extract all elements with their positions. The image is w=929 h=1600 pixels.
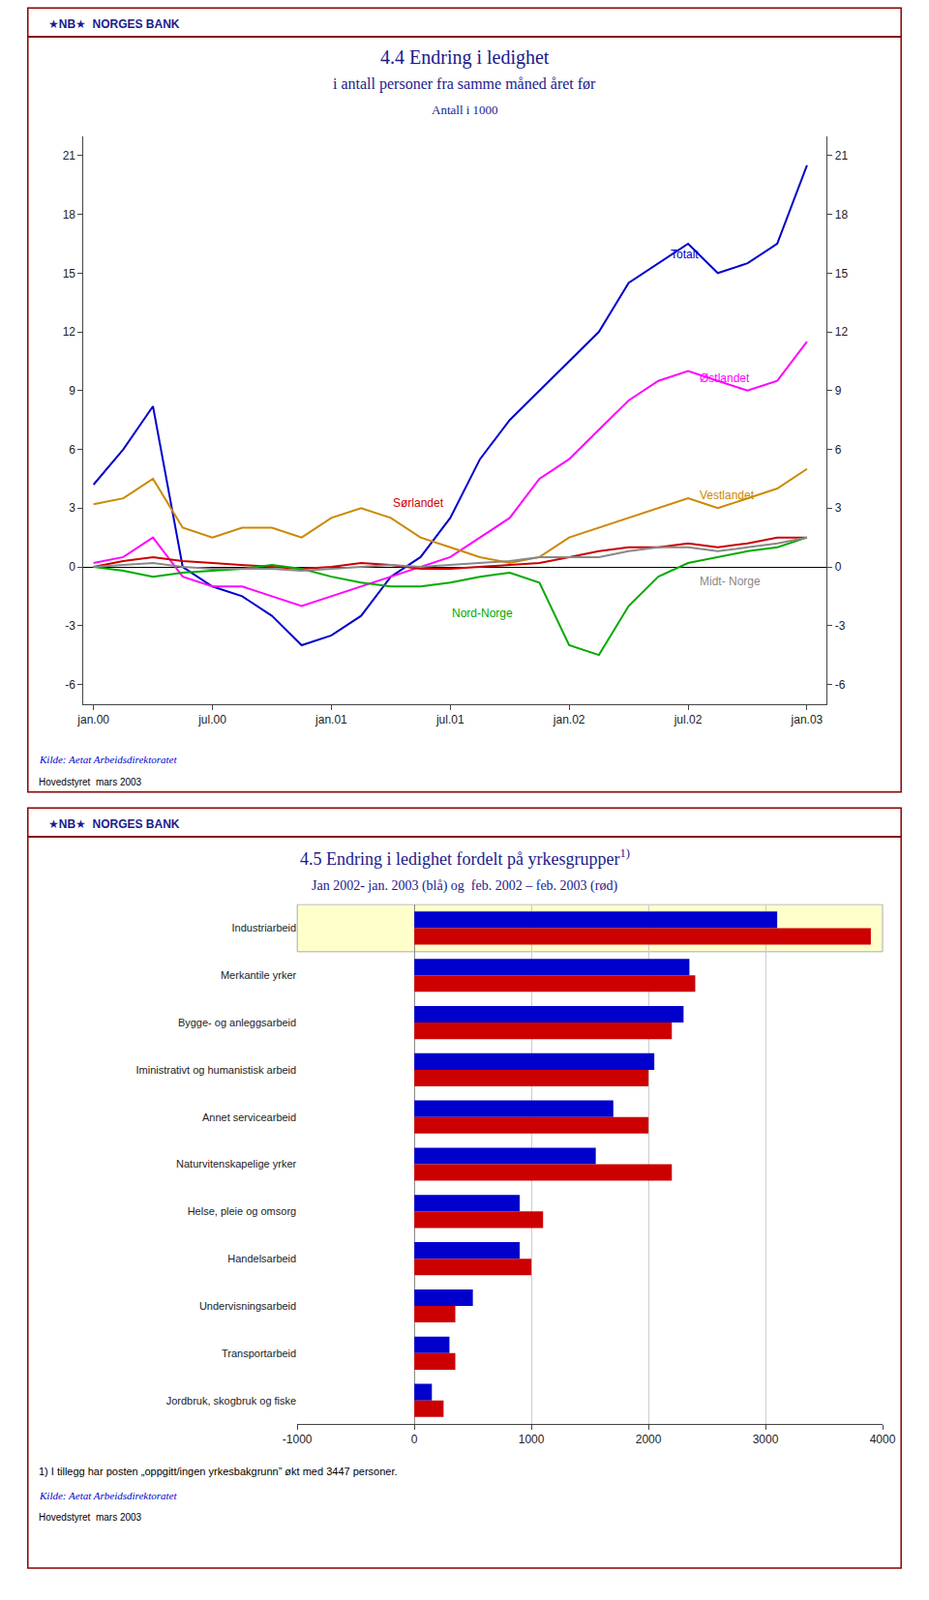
- svg-text:Kilde: Aetat Arbeidsdirektorat: Kilde: Aetat Arbeidsdirektoratet: [38, 1490, 178, 1502]
- svg-text:-3: -3: [835, 619, 846, 633]
- svg-text:6: 6: [835, 443, 842, 457]
- svg-text:3: 3: [68, 501, 76, 515]
- svg-text:Iministrativt og humanistisk a: Iministrativt og humanistisk arbeid: [136, 1064, 298, 1077]
- svg-text:18: 18: [835, 208, 849, 222]
- svg-text:Annet servicearbeid: Annet servicearbeid: [202, 1111, 297, 1124]
- svg-text:15: 15: [62, 267, 77, 281]
- svg-text:Sørlandet: Sørlandet: [392, 496, 445, 510]
- svg-text:Østlandet: Østlandet: [699, 371, 750, 386]
- svg-text:Nord-Norge: Nord-Norge: [451, 606, 513, 621]
- svg-text:★NB★ NORGES BANK: ★NB★ NORGES BANK: [48, 17, 180, 31]
- svg-text:4.4 Endring i ledighet: 4.4 Endring i ledighet: [380, 46, 550, 69]
- svg-text:Antall i 1000: Antall i 1000: [431, 102, 499, 118]
- svg-text:i antall personer fra samme må: i antall personer fra samme måned året f…: [332, 75, 597, 93]
- svg-text:Hovedstyret mars 2003: Hovedstyret mars 2003: [38, 1512, 143, 1524]
- svg-text:3: 3: [835, 501, 842, 515]
- svg-text:12: 12: [62, 325, 77, 339]
- svg-text:-1000: -1000: [282, 1433, 313, 1447]
- svg-text:Hovedstyret mars 2003: Hovedstyret mars 2003: [38, 777, 143, 788]
- svg-text:Merkantile yrker: Merkantile yrker: [220, 969, 298, 982]
- svg-text:Industriarbeid: Industriarbeid: [232, 922, 298, 934]
- svg-text:-6: -6: [835, 678, 846, 692]
- svg-text:★NB★ NORGES BANK: ★NB★ NORGES BANK: [48, 817, 180, 832]
- svg-text:4000: 4000: [869, 1433, 897, 1447]
- svg-text:jul.02: jul.02: [673, 713, 703, 727]
- svg-text:Handelsarbeid: Handelsarbeid: [227, 1253, 297, 1265]
- svg-text:Jan 2002- jan. 2003 (blå) og: Jan 2002- jan. 2003 (blå) og feb. 2002 –…: [311, 878, 618, 895]
- svg-text:jul.01: jul.01: [435, 713, 465, 727]
- svg-text:12: 12: [835, 325, 849, 339]
- svg-text:jul.00: jul.00: [197, 713, 227, 727]
- svg-text:15: 15: [835, 267, 849, 281]
- svg-text:jan.01: jan.01: [314, 713, 348, 727]
- svg-text:2000: 2000: [635, 1433, 662, 1447]
- svg-text:Vestlandet: Vestlandet: [699, 488, 755, 503]
- svg-text:3000: 3000: [752, 1433, 780, 1447]
- svg-text:1) I tillegg har posten „oppgi: 1) I tillegg har posten „oppgitt/ingen y…: [38, 1466, 398, 1478]
- svg-text:1000: 1000: [518, 1433, 545, 1447]
- svg-text:6: 6: [68, 443, 76, 457]
- svg-text:Jordbruk, skogbruk og fiske: Jordbruk, skogbruk og fiske: [166, 1395, 298, 1408]
- svg-text:Undervisningsarbeid: Undervisningsarbeid: [199, 1300, 297, 1313]
- svg-text:Naturvitenskapelige yrker: Naturvitenskapelige yrker: [176, 1158, 297, 1170]
- svg-text:4.5 Endring i ledighet fordelt: 4.5 Endring i ledighet fordelt på yrkesg…: [299, 846, 630, 870]
- svg-text:jan.02: jan.02: [552, 713, 586, 727]
- svg-text:21: 21: [62, 149, 77, 163]
- svg-text:jan.03: jan.03: [790, 713, 824, 727]
- svg-text:21: 21: [835, 149, 849, 163]
- svg-text:9: 9: [835, 384, 842, 398]
- svg-text:Kilde: Aetat Arbeidsdirektorat: Kilde: Aetat Arbeidsdirektoratet: [38, 753, 178, 766]
- svg-text:jan.00: jan.00: [76, 713, 110, 727]
- svg-text:18: 18: [62, 208, 77, 222]
- svg-text:0: 0: [835, 560, 842, 574]
- svg-text:Transportarbeid: Transportarbeid: [221, 1348, 297, 1360]
- svg-text:0: 0: [68, 560, 76, 574]
- svg-text:-6: -6: [64, 678, 76, 692]
- svg-text:Bygge- og anleggsarbeid: Bygge- og anleggsarbeid: [178, 1017, 297, 1029]
- svg-text:0: 0: [411, 1433, 419, 1447]
- svg-text:9: 9: [68, 384, 76, 398]
- svg-text:Midt- Norge: Midt- Norge: [699, 574, 761, 589]
- svg-text:-3: -3: [64, 619, 76, 633]
- svg-text:Totalt: Totalt: [670, 247, 699, 262]
- svg-text:Helse, pleie og omsorg: Helse, pleie og omsorg: [187, 1205, 298, 1218]
